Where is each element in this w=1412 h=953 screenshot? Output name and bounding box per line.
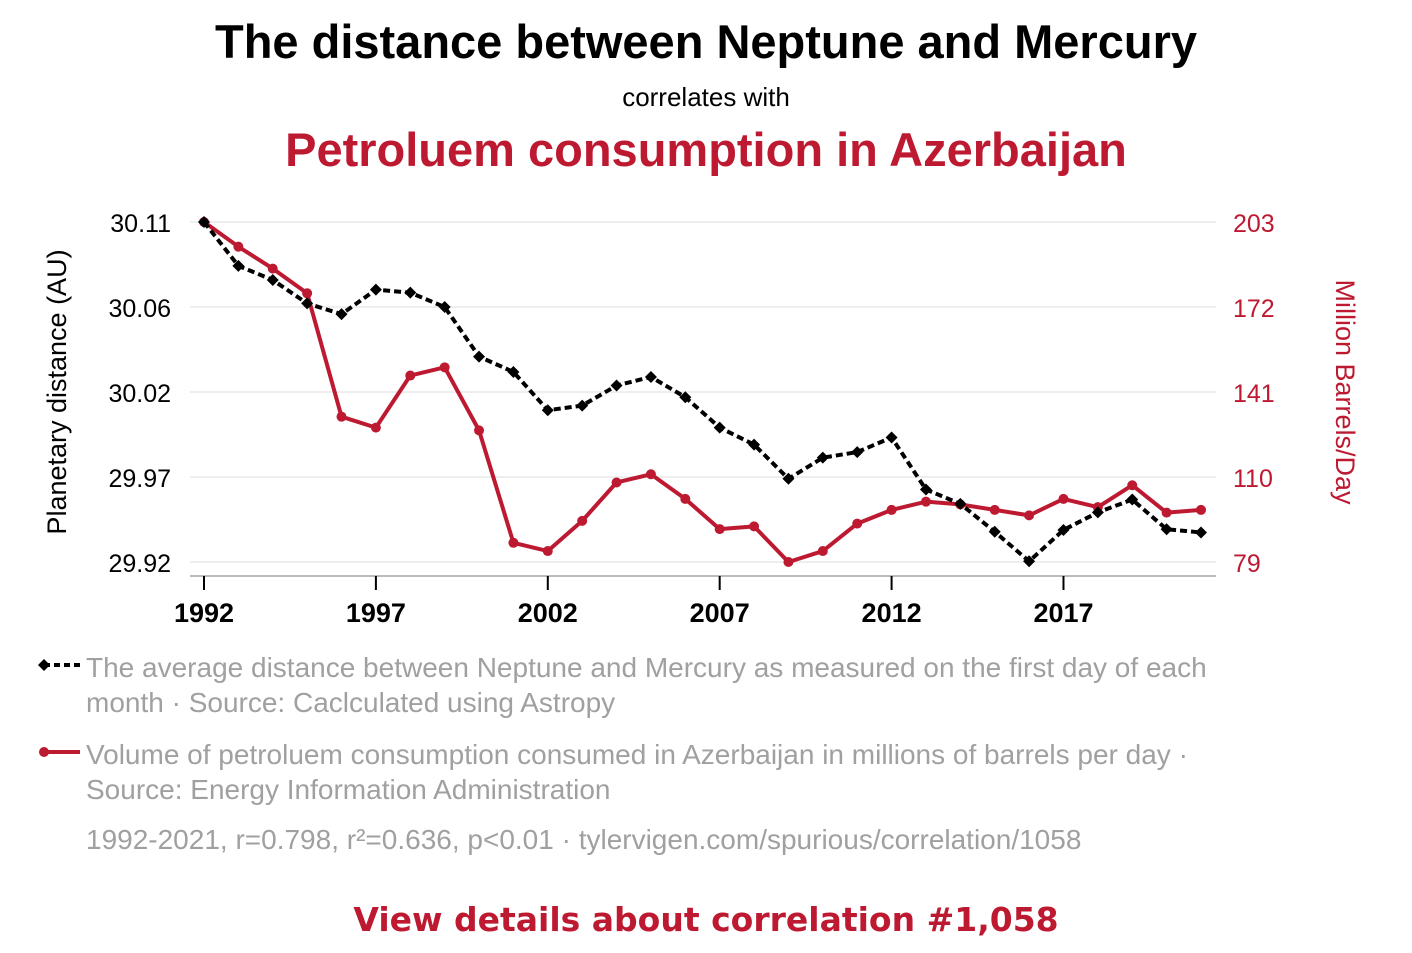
y-tick-label-left: 30.06	[108, 295, 171, 323]
data-point-distance	[851, 446, 864, 459]
data-point-petroleum	[611, 477, 622, 488]
series-line-petroleum	[202, 220, 1202, 564]
line-chart: 29.92 79 29.97 110 30.02 141 30.06 172 30.11 203 1…	[42, 210, 1360, 628]
data-point-petroleum	[233, 241, 244, 252]
data-point-distance	[301, 297, 314, 310]
data-point-distance	[335, 308, 348, 321]
chart-title-secondary: Petroluem consumption in Azerbaijan	[285, 123, 1127, 176]
data-point-distance	[1160, 523, 1173, 536]
data-point-petroleum	[989, 504, 1000, 515]
data-point-petroleum	[852, 518, 863, 529]
data-point-distance	[1057, 523, 1070, 536]
data-point-petroleum	[542, 546, 553, 557]
data-point-distance	[541, 404, 554, 417]
data-point-distance	[713, 421, 726, 434]
x-tick-label: 2017	[1033, 598, 1093, 628]
data-point-distance	[1023, 555, 1036, 568]
data-point-petroleum	[508, 537, 519, 548]
data-point-petroleum	[645, 469, 656, 480]
data-point-petroleum	[577, 515, 588, 526]
axes: 29.92 79 29.97 110 30.02 141 30.06 172 30.11 203 1…	[108, 210, 1274, 628]
y-axis-label-right: Million Barrels/Day	[1330, 279, 1360, 505]
data-point-distance	[919, 483, 932, 496]
data-point-distance	[473, 350, 486, 363]
data-point-petroleum	[1196, 504, 1206, 515]
y-tick-label-right: 172	[1233, 295, 1275, 323]
data-point-petroleum	[783, 557, 794, 567]
x-tick-label: 2007	[690, 598, 750, 628]
y-tick-label-left: 29.97	[108, 465, 171, 493]
chart-subtitle: correlates with	[622, 82, 790, 112]
data-point-distance	[507, 365, 520, 378]
data-point-petroleum	[267, 263, 278, 274]
data-point-distance	[988, 525, 1001, 538]
data-point-petroleum	[1127, 480, 1138, 491]
x-tick-label: 1997	[346, 598, 406, 628]
x-tick-label: 1992	[174, 598, 234, 628]
data-point-distance	[1126, 493, 1139, 506]
data-point-petroleum	[817, 546, 828, 557]
data-point-distance	[232, 259, 245, 272]
data-point-petroleum	[439, 362, 450, 373]
data-point-petroleum	[405, 370, 416, 381]
data-point-petroleum	[1058, 493, 1069, 504]
correlation-stats: 1992-2021, r=0.798, r²=0.636, p<0.01 · t…	[86, 824, 1082, 855]
series-line-distance	[202, 220, 1202, 564]
data-point-distance	[438, 301, 451, 313]
data-point-petroleum	[920, 496, 931, 507]
y-tick-label-right: 141	[1233, 380, 1275, 408]
data-point-petroleum	[336, 411, 347, 422]
data-point-petroleum	[1024, 510, 1035, 521]
data-point-distance	[266, 273, 279, 286]
data-point-distance	[576, 399, 589, 412]
data-point-petroleum	[680, 493, 691, 504]
data-point-distance	[644, 370, 657, 383]
legend-text-petroleum: Volume of petroluem consumption consumed…	[86, 739, 1188, 805]
data-point-distance	[1091, 506, 1104, 519]
y-tick-label-left: 30.11	[110, 210, 171, 238]
y-tick-label-right: 79	[1233, 550, 1261, 578]
data-point-distance	[610, 379, 623, 392]
data-point-petroleum	[749, 521, 760, 532]
data-point-distance	[198, 216, 210, 228]
data-point-distance	[369, 283, 382, 296]
data-point-petroleum	[370, 422, 381, 433]
y-tick-label-right: 203	[1233, 210, 1275, 238]
y-axis-label-left: Planetary distance (AU)	[42, 249, 72, 534]
data-point-distance	[748, 438, 761, 451]
data-point-distance	[954, 497, 967, 510]
series	[198, 216, 1207, 568]
y-tick-label-right: 110	[1233, 465, 1273, 493]
legend-text-distance: The average distance between Neptune and…	[86, 652, 1207, 718]
data-point-distance	[679, 391, 692, 404]
data-point-distance	[885, 431, 898, 444]
legend-swatch-distance	[38, 659, 80, 671]
chart-title: The distance between Neptune and Mercury	[215, 15, 1197, 68]
data-point-petroleum	[302, 288, 313, 299]
legend-item-petroleum: Volume of petroluem consumption consumed…	[36, 737, 1286, 807]
grid-lines	[190, 221, 1216, 563]
data-point-petroleum	[714, 524, 725, 535]
data-point-distance	[782, 472, 795, 485]
data-point-distance	[404, 286, 417, 299]
legend-item-distance: The average distance between Neptune and…	[36, 650, 1286, 720]
view-details-link[interactable]: View details about correlation #1,058	[353, 900, 1059, 939]
data-point-petroleum	[474, 425, 485, 436]
data-point-petroleum	[886, 504, 897, 515]
data-point-distance	[1195, 526, 1207, 539]
y-tick-label-left: 30.02	[108, 380, 171, 408]
legend-swatch-petroleum	[39, 747, 80, 757]
y-tick-label-left: 29.92	[108, 550, 171, 578]
x-tick-label: 2012	[862, 598, 922, 628]
data-point-petroleum	[1161, 507, 1172, 518]
data-point-distance	[816, 451, 829, 464]
x-tick-label: 2002	[518, 598, 578, 628]
